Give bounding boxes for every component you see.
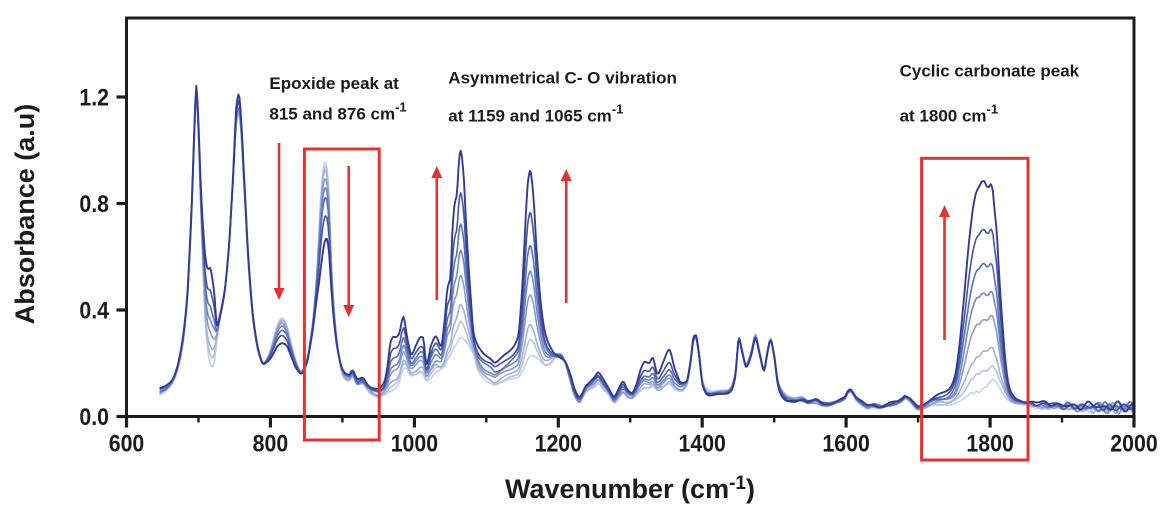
- svg-text:0.0: 0.0: [79, 403, 109, 431]
- svg-text:0.8: 0.8: [79, 190, 109, 218]
- svg-text:1600: 1600: [822, 429, 869, 457]
- svg-text:1.2: 1.2: [79, 83, 109, 111]
- svg-text:1000: 1000: [391, 429, 438, 457]
- svg-text:2000: 2000: [1110, 429, 1157, 457]
- svg-text:1800: 1800: [966, 429, 1013, 457]
- svg-text:1400: 1400: [679, 429, 726, 457]
- svg-text:600: 600: [109, 429, 145, 457]
- svg-text:800: 800: [253, 429, 289, 457]
- svg-text:Absorbance (a.u): Absorbance (a.u): [10, 104, 40, 325]
- svg-text:Asymmetrical C- O vibration: Asymmetrical C- O vibration: [448, 68, 677, 87]
- svg-text:Cyclic carbonate peak: Cyclic carbonate peak: [900, 62, 1080, 81]
- svg-text:Wavenumber (cm-1): Wavenumber (cm-1): [505, 473, 755, 504]
- svg-text:Epoxide peak at: Epoxide peak at: [269, 74, 399, 93]
- svg-text:0.4: 0.4: [79, 296, 109, 324]
- svg-text:1200: 1200: [535, 429, 582, 457]
